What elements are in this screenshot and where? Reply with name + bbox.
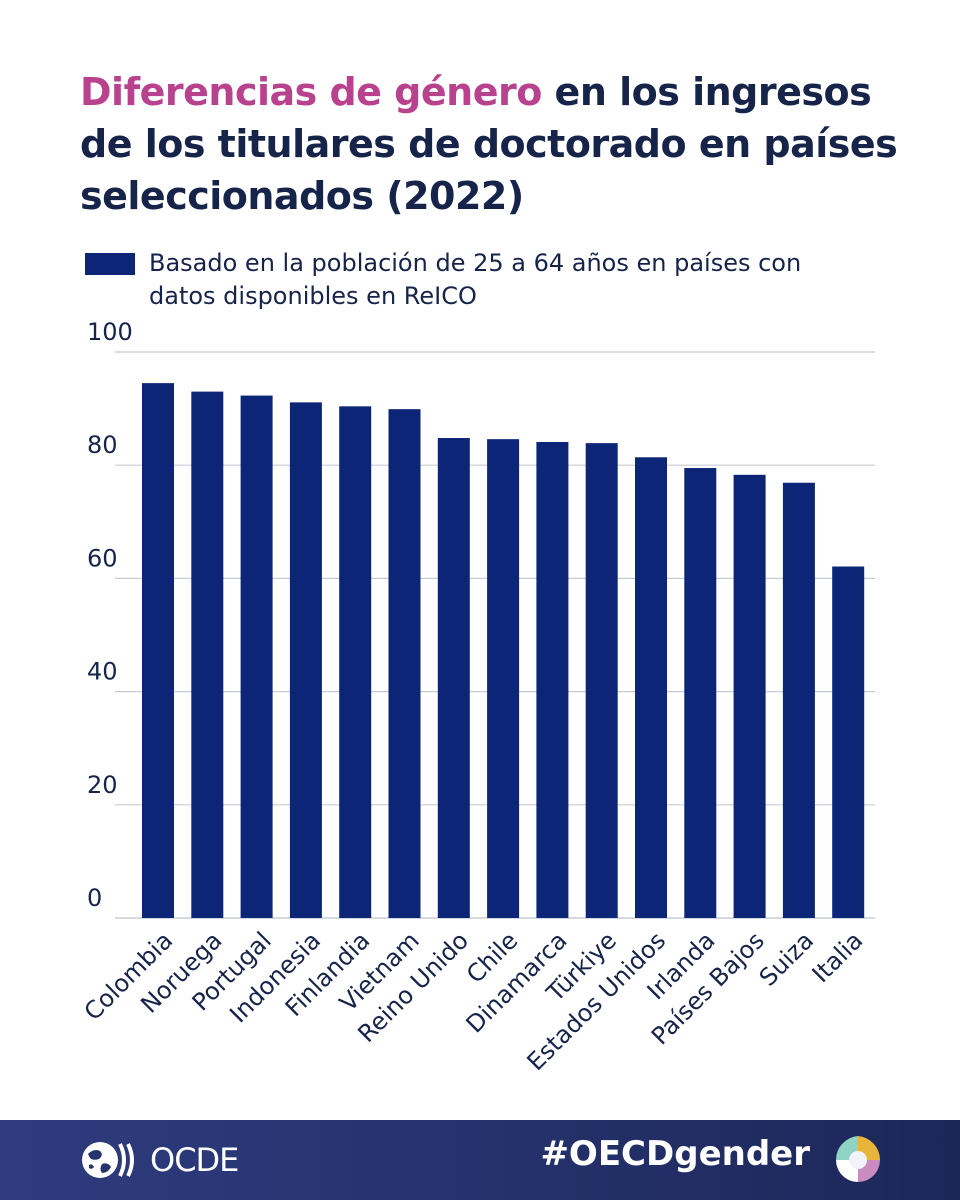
bar — [339, 406, 372, 918]
legend-swatch — [85, 253, 135, 275]
oecd-logo-text: OCDE — [150, 1141, 239, 1179]
x-axis-labels: ColombiaNoruegaPortugalIndonesiaFinlandi… — [79, 926, 869, 1076]
oecd-gender-logo-icon — [835, 1136, 881, 1182]
bar — [142, 383, 174, 918]
legend-label: Basado en la población de 25 a 64 años e… — [149, 249, 802, 310]
bar — [684, 468, 717, 918]
bar — [536, 441, 569, 918]
y-tick-label: 40 — [87, 658, 118, 686]
y-tick-label: 80 — [87, 431, 118, 459]
bar — [487, 439, 520, 918]
bars — [142, 383, 865, 918]
chart-title: Diferencias de género en los ingresos de… — [80, 66, 900, 222]
hashtag: #OECDgender — [540, 1134, 810, 1174]
bar — [289, 402, 322, 918]
bar — [635, 457, 667, 918]
y-tick-label: 60 — [87, 544, 118, 572]
y-tick-label: 0 — [87, 884, 102, 912]
bar — [437, 438, 470, 918]
footer-bar: OCDE #OECDgender — [0, 1120, 960, 1200]
bar — [782, 482, 815, 918]
title-rest: en los ingresos de los titulares de doct… — [80, 70, 898, 218]
bar — [585, 443, 618, 918]
bar — [240, 395, 273, 918]
y-tick-label: 20 — [87, 771, 118, 799]
oecd-globe-icon — [82, 1142, 134, 1178]
bar — [191, 391, 224, 918]
x-tick-label: Suiza — [754, 926, 819, 991]
bar — [832, 566, 865, 918]
x-tick-label: Italia — [807, 926, 869, 988]
oecd-logo: OCDE — [80, 1140, 239, 1180]
y-tick-label: 100 — [87, 318, 133, 346]
bar — [388, 409, 421, 918]
bar-chart: 0 20 40 60 80 100 ColombiaNoruegaPortugalIndo… — [79, 318, 875, 1076]
title-highlight: Diferencias de género — [80, 70, 542, 114]
bar — [733, 474, 766, 918]
y-axis-ticks: 0 20 40 60 80 100 — [87, 318, 133, 912]
